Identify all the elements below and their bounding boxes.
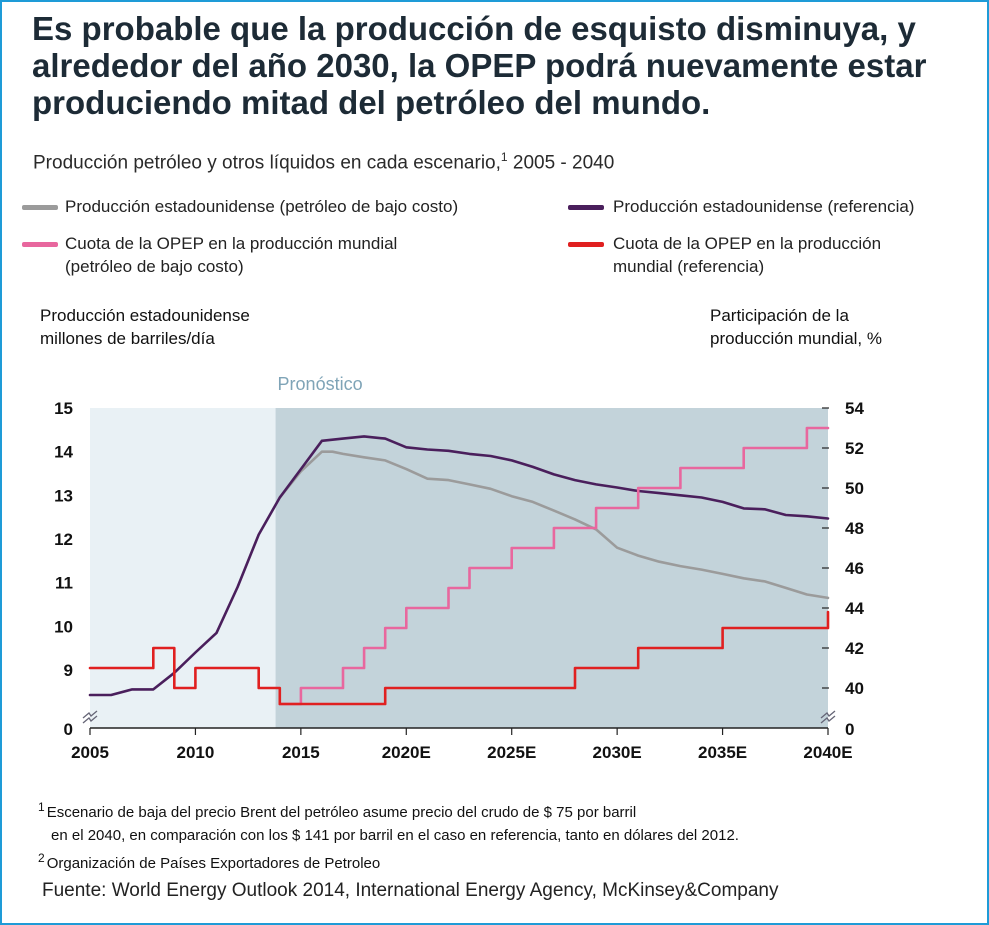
left-tick-label: 14 <box>54 443 73 462</box>
series-line-4 <box>88 610 830 706</box>
left-axis-title-line2: millones de barriles/día <box>40 329 215 348</box>
left-tick-label: 11 <box>55 574 73 593</box>
right-tick-label: 42 <box>845 639 864 658</box>
footnote-1-mark: 1 <box>38 800 45 814</box>
footnotes: 1 Escenario de baja del precio Brent del … <box>38 796 739 875</box>
subtitle-range: 2005 - 2040 <box>512 152 615 174</box>
legend-label-line2: mundial (referencia) <box>613 257 765 276</box>
x-tick-label: 2010 <box>177 743 215 762</box>
x-tick-label: 2030E <box>593 743 642 762</box>
right-axis-title-line1: Participación de la <box>710 306 849 325</box>
right-tick-label: 52 <box>845 439 864 458</box>
footnote-1-line1: 1 Escenario de baja del precio Brent del … <box>38 796 739 824</box>
series-line-2 <box>88 435 830 697</box>
legend-label: Cuota de la OPEP en la producción mundia… <box>65 234 398 253</box>
chart-background <box>90 408 828 728</box>
chart-axes <box>82 407 836 735</box>
left-tick-label: 15 <box>54 399 73 418</box>
legend-item-opec-reference: Cuota de la OPEP en la producción mundial… <box>613 232 881 278</box>
series-line-1 <box>278 450 830 600</box>
right-tick-label: 48 <box>845 519 864 538</box>
right-tick-label: 54 <box>845 399 864 418</box>
chart-series <box>88 426 830 706</box>
right-tick-label: 40 <box>845 679 864 698</box>
right-break-label: 0 <box>845 720 854 739</box>
x-tick-label: 2015 <box>282 743 320 762</box>
x-tick-label: 2040E <box>803 743 852 762</box>
footnote-1-line2: en el 2040, en comparación con los $ 141… <box>51 827 739 844</box>
left-tick-label: 9 <box>64 661 73 680</box>
left-tick-label: 12 <box>54 530 73 549</box>
x-tick-label: 2025E <box>487 743 536 762</box>
chart-labels: Pronóstico 2005 2010 2015 2020E 2025E 2030E 203… <box>54 374 864 762</box>
legend-swatch-pink <box>22 242 58 247</box>
legend-label: Cuota de la OPEP en la producción <box>613 234 882 253</box>
right-axis-title-line2: producción mundial, % <box>710 329 882 348</box>
subtitle-footnote-mark: 1 <box>500 150 508 164</box>
x-tick-label: 2035E <box>698 743 747 762</box>
history-region <box>90 408 276 728</box>
legend-label: Producción estadounidense (petróleo de b… <box>65 197 459 216</box>
series-line-3 <box>278 426 830 706</box>
left-axis-break <box>82 710 98 724</box>
left-axis-title: Producción estadounidense millones de bar… <box>40 304 250 350</box>
footnote-2-mark: 2 <box>38 851 45 865</box>
line-chart: Pronóstico 2005 2010 2015 2020E 2025E 2030E 203… <box>54 374 864 762</box>
right-tick-label: 46 <box>845 559 864 578</box>
forecast-region <box>275 408 828 728</box>
left-tick-label: 10 <box>54 617 73 636</box>
legend-swatch-purple <box>568 205 604 210</box>
legend-item-us-low-cost: Producción estadounidense (petróleo de b… <box>65 195 458 218</box>
right-tick-label: 44 <box>845 599 864 618</box>
forecast-label: Pronóstico <box>278 374 363 394</box>
chart-subtitle: Producción petróleo y otros líquidos en … <box>33 150 614 174</box>
right-axis-break <box>820 710 836 724</box>
right-axis-title: Participación de la producción mundial, % <box>710 304 882 350</box>
legend-label: Producción estadounidense (referencia) <box>613 197 915 216</box>
legend-item-opec-low-cost: Cuota de la OPEP en la producción mundia… <box>65 232 397 278</box>
legend-item-us-reference: Producción estadounidense (referencia) <box>613 195 914 218</box>
legend-swatch-gray <box>22 205 58 210</box>
chart-title: Es probable que la producción de esquist… <box>32 10 927 121</box>
x-tick-label: 2005 <box>71 743 109 762</box>
right-tick-label: 50 <box>845 479 864 498</box>
legend-label-line2: (petróleo de bajo costo) <box>65 257 244 276</box>
footnote-1-text: Escenario de baja del precio Brent del p… <box>46 804 637 821</box>
footnote-2: 2 Organización de Países Exportadores de … <box>38 847 739 875</box>
left-axis-title-line1: Producción estadounidense <box>40 306 250 325</box>
footnote-2-text: Organización de Países Exportadores de P… <box>46 855 381 872</box>
left-tick-label: 13 <box>54 486 73 505</box>
legend-swatch-red <box>568 242 604 247</box>
left-break-label: 0 <box>64 720 73 739</box>
subtitle-text: Producción petróleo y otros líquidos en … <box>33 152 501 174</box>
source-credit: Fuente: World Energy Outlook 2014, Inter… <box>42 880 779 901</box>
x-tick-label: 2020E <box>382 743 431 762</box>
